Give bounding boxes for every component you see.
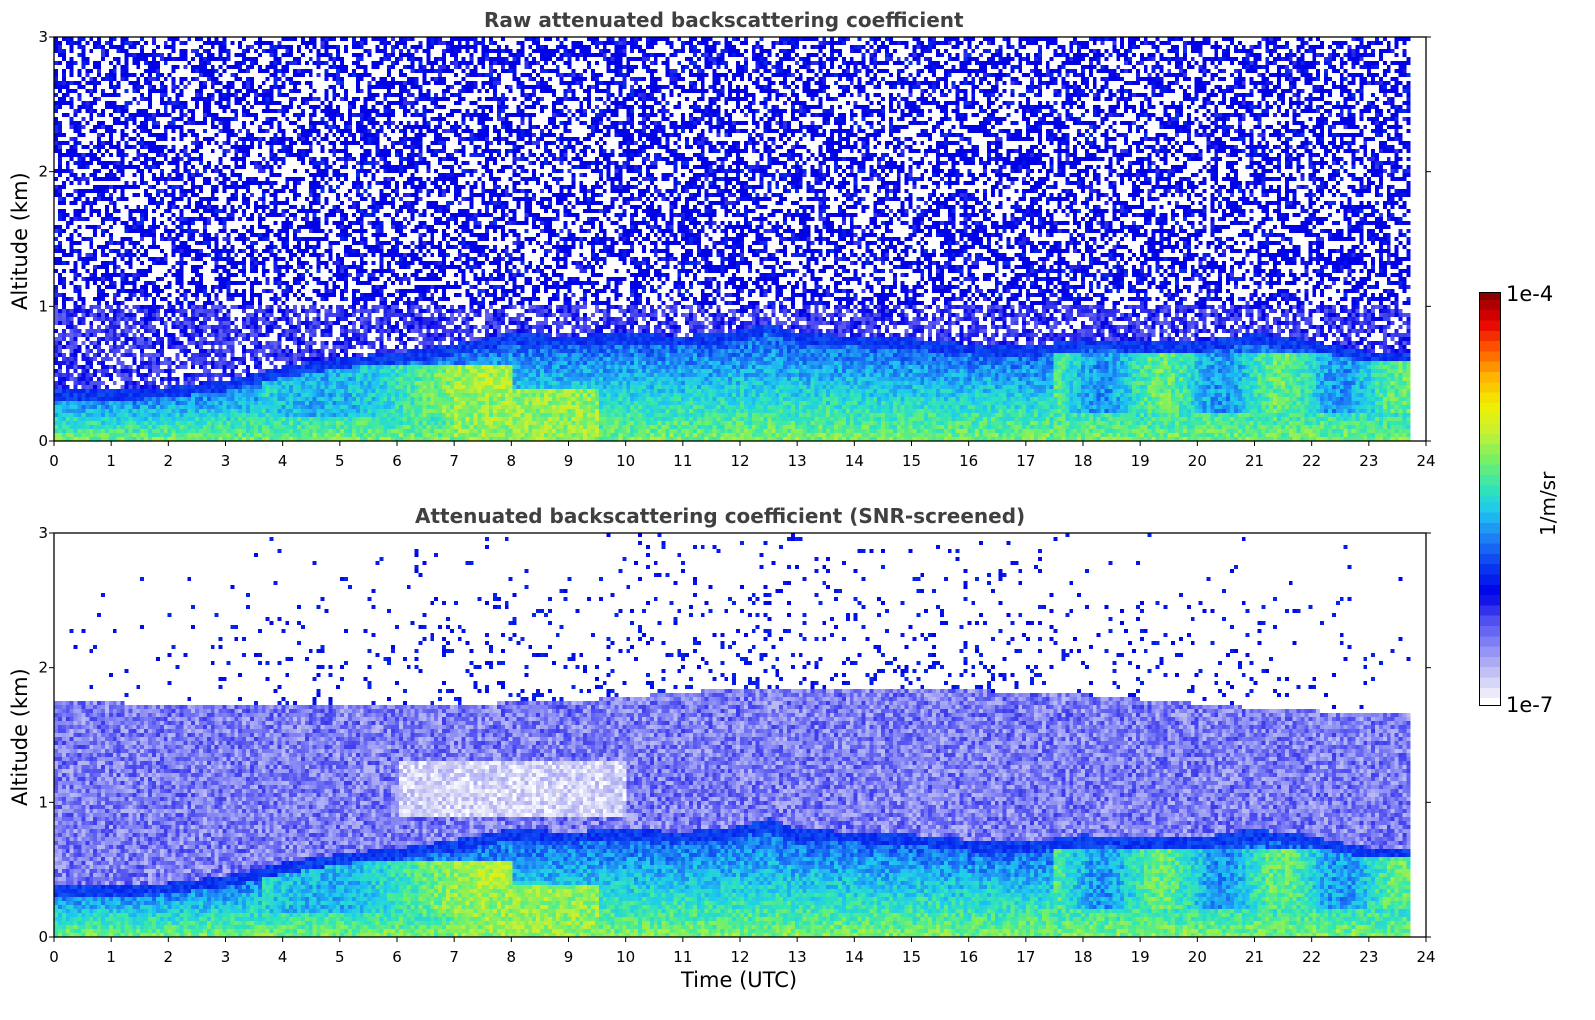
top-xtick-label: 23: [1359, 452, 1378, 470]
bottom-xtick-label: 12: [730, 948, 749, 966]
bottom-ytick-label: 2: [38, 659, 48, 677]
top-heatmap: [54, 37, 1426, 441]
top-ylabel: Altitude (km): [8, 172, 32, 310]
top-panel-title: Raw attenuated backscattering coefficien…: [484, 8, 964, 32]
top-xtick-label: 0: [49, 452, 59, 470]
top-xtick-label: 11: [673, 452, 692, 470]
bottom-xtick-label: 22: [1302, 948, 1321, 966]
colorbar-gradient: [1479, 292, 1501, 706]
bottom-ytick-label: 1: [38, 793, 48, 811]
bottom-ylabel: Altitude (km): [8, 668, 32, 806]
top-ytick-label: 1: [38, 297, 48, 315]
top-xtick-label: 19: [1131, 452, 1150, 470]
bottom-xtick-label: 0: [49, 948, 59, 966]
top-xtick-label: 24: [1416, 452, 1435, 470]
bottom-xtick-label: 21: [1245, 948, 1264, 966]
bottom-xtick-label: 11: [673, 948, 692, 966]
bottom-xtick-label: 20: [1188, 948, 1207, 966]
top-xtick-label: 22: [1302, 452, 1321, 470]
colorbar-max-label: 1e-4: [1506, 282, 1554, 306]
top-xtick-label: 1: [106, 452, 116, 470]
bottom-xlabel: Time (UTC): [681, 968, 798, 992]
top-xtick-label: 13: [788, 452, 807, 470]
top-ytick-label: 3: [38, 28, 48, 46]
top-xtick-label: 20: [1188, 452, 1207, 470]
top-xtick-label: 8: [507, 452, 517, 470]
bottom-xtick-label: 10: [616, 948, 635, 966]
bottom-xtick-label: 6: [392, 948, 402, 966]
bottom-xtick-label: 14: [845, 948, 864, 966]
bottom-xtick-label: 9: [564, 948, 574, 966]
bottom-xtick-label: 16: [959, 948, 978, 966]
top-xtick-label: 3: [221, 452, 231, 470]
top-ytick-label: 0: [38, 432, 48, 450]
bottom-xtick-label: 23: [1359, 948, 1378, 966]
bottom-xtick-label: 5: [335, 948, 345, 966]
bottom-frame: [53, 532, 1427, 938]
top-xtick-label: 16: [959, 452, 978, 470]
bottom-xtick-label: 24: [1416, 948, 1435, 966]
bottom-xtick-label: 4: [278, 948, 288, 966]
bottom-xtick-label: 15: [902, 948, 921, 966]
bottom-xtick-label: 7: [449, 948, 459, 966]
top-axes: 0 1 2 3 4 5 6 7 8 9 10 11 12 13 14 15 16 17 18 19 20 21 22 23 24…: [38, 28, 1435, 470]
top-ytick-label: 2: [38, 163, 48, 181]
top-xtick-label: 17: [1016, 452, 1035, 470]
bottom-xtick-label: 8: [507, 948, 517, 966]
top-xtick-label: 4: [278, 452, 288, 470]
bottom-ytick-label: 3: [38, 524, 48, 542]
top-xtick-label: 21: [1245, 452, 1264, 470]
top-xtick-label: 12: [730, 452, 749, 470]
bottom-heatmap: [54, 533, 1426, 937]
top-xtick-label: 2: [164, 452, 174, 470]
top-xtick-label: 6: [392, 452, 402, 470]
top-xtick-label: 7: [449, 452, 459, 470]
top-xtick-label: 10: [616, 452, 635, 470]
top-xtick-label: 5: [335, 452, 345, 470]
bottom-axes: 0 1 2 3 4 5 6 7 8 9 10 11 12 13 14 15 16 17 18 19 20 21 22 23 24…: [38, 524, 1435, 966]
top-xtick-label: 18: [1073, 452, 1092, 470]
bottom-panel-title: Attenuated backscattering coefficient (S…: [415, 504, 1026, 528]
bottom-xtick-label: 2: [164, 948, 174, 966]
bottom-xtick-label: 3: [221, 948, 231, 966]
bottom-xtick-label: 18: [1073, 948, 1092, 966]
top-xtick-label: 15: [902, 452, 921, 470]
colorbar-unit-label: 1/m/sr: [1536, 471, 1560, 536]
bottom-ytick-label: 0: [38, 928, 48, 946]
top-frame: [53, 36, 1427, 442]
top-xtick-label: 14: [845, 452, 864, 470]
bottom-xtick-label: 17: [1016, 948, 1035, 966]
bottom-xtick-label: 1: [106, 948, 116, 966]
colorbar-min-label: 1e-7: [1506, 693, 1554, 717]
bottom-xtick-label: 19: [1131, 948, 1150, 966]
bottom-xtick-label: 13: [788, 948, 807, 966]
top-xtick-label: 9: [564, 452, 574, 470]
